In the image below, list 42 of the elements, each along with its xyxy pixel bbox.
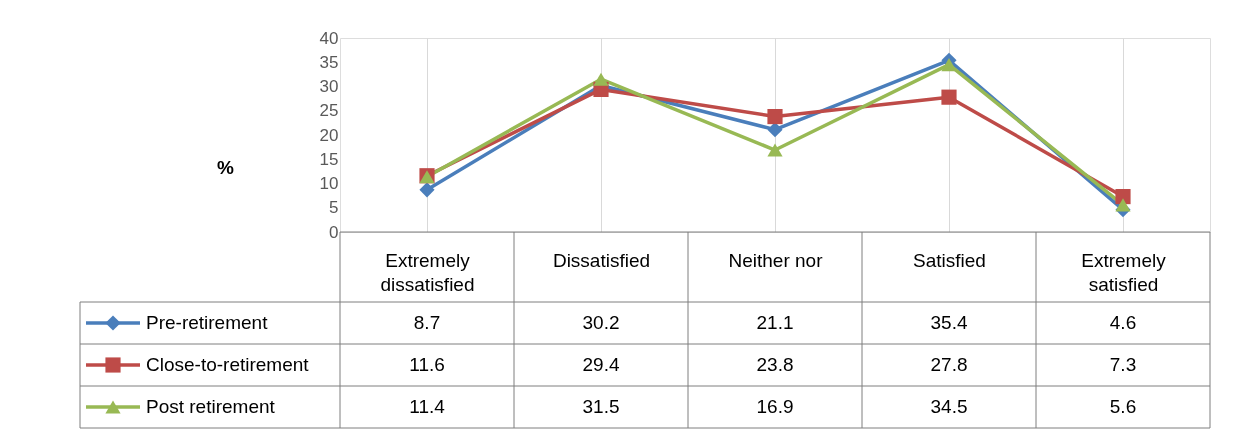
point bbox=[1115, 189, 1131, 205]
data-label: 8.7 bbox=[413, 312, 441, 333]
legend-label: Close-to-retirement bbox=[146, 354, 310, 375]
point bbox=[767, 143, 783, 157]
data-label: 30.2 bbox=[582, 312, 620, 333]
point bbox=[1115, 198, 1131, 212]
y-tick-label: 40 bbox=[319, 28, 339, 48]
data-label: 27.8 bbox=[930, 354, 968, 375]
x-tick-label: Dissatisfied bbox=[552, 249, 651, 271]
data-label: 7.3 bbox=[1109, 354, 1137, 375]
point bbox=[419, 182, 435, 198]
point bbox=[941, 58, 957, 72]
point bbox=[593, 72, 609, 86]
data-label: 29.4 bbox=[582, 354, 620, 375]
data-label: 11.4 bbox=[409, 396, 446, 417]
y-tick-label: 30 bbox=[319, 77, 339, 96]
data-label: 23.8 bbox=[756, 354, 794, 375]
data-label: 34.5 bbox=[930, 396, 968, 417]
x-tick-label: Extremely satisfied bbox=[1081, 249, 1167, 295]
legend-label: Pre-retirement bbox=[146, 312, 269, 333]
y-tick-label: 35 bbox=[319, 52, 339, 72]
data-label: 35.4 bbox=[930, 312, 968, 333]
x-tick-label: Extremely dissatisfied bbox=[380, 249, 475, 295]
data-label: 4.6 bbox=[1109, 312, 1137, 333]
data-label: 31.5 bbox=[582, 396, 620, 417]
point bbox=[767, 122, 783, 138]
y-tick-label: 0 bbox=[329, 222, 339, 242]
point bbox=[767, 108, 783, 125]
data-label: 21.1 bbox=[756, 312, 794, 333]
y-tick-label: 10 bbox=[319, 174, 339, 193]
data-label: 5.6 bbox=[1109, 396, 1137, 417]
legend-label: Post retirement bbox=[146, 396, 276, 417]
y-tick-label: 15 bbox=[319, 149, 339, 169]
x-tick-label: Neither nor bbox=[728, 249, 824, 271]
data-label: 16.9 bbox=[756, 396, 794, 417]
y-axis-title: % bbox=[217, 157, 235, 179]
x-tick-label: Satisfied bbox=[913, 249, 986, 271]
y-tick-label: 5 bbox=[329, 198, 339, 218]
y-tick-label: 20 bbox=[319, 125, 339, 145]
point bbox=[941, 89, 957, 105]
data-label: 11.6 bbox=[409, 354, 445, 375]
y-tick-label: 25 bbox=[319, 101, 339, 121]
